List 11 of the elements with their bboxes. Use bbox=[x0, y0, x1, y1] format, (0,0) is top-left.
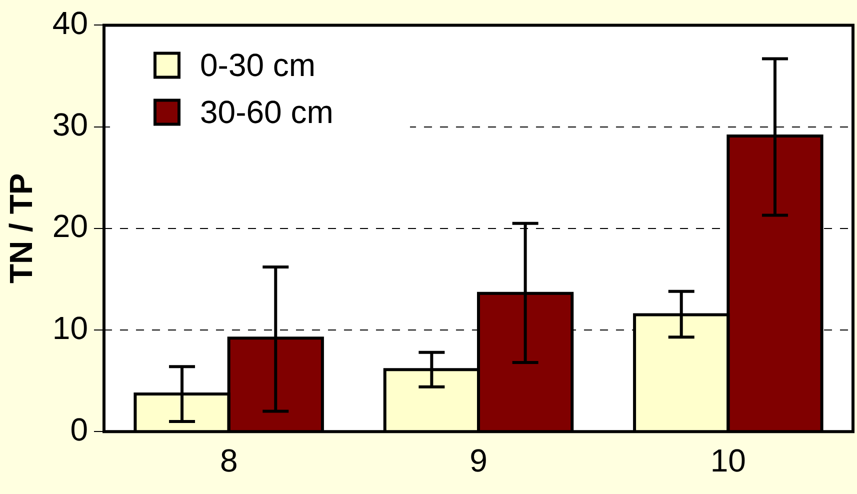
y-tick-label: 10 bbox=[52, 310, 88, 346]
legend-label: 0-30 cm bbox=[200, 47, 316, 84]
y-axis-title: TN / TP bbox=[3, 173, 40, 284]
y-tick-label: 40 bbox=[52, 5, 88, 42]
y-tick-label: 30 bbox=[52, 106, 88, 143]
legend-label: 30-60 cm bbox=[200, 94, 334, 130]
y-tick-label: 0 bbox=[70, 411, 88, 448]
y-tick-label: 20 bbox=[52, 208, 88, 244]
x-tick-label: 8 bbox=[220, 442, 238, 479]
x-tick-label: 9 bbox=[470, 442, 488, 479]
x-tick-label: 10 bbox=[710, 442, 746, 479]
